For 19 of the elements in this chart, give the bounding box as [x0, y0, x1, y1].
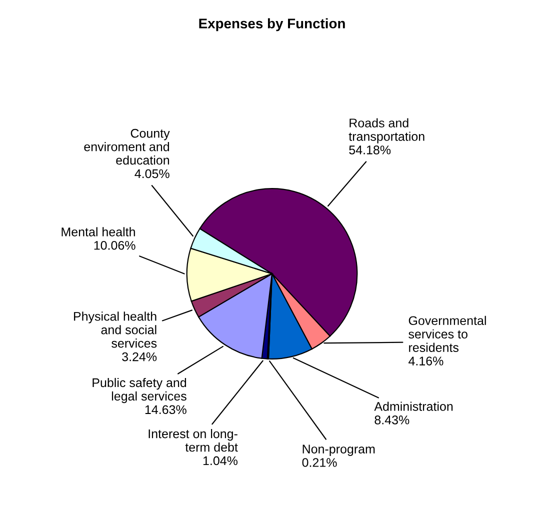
slice-label: Roads and transportation: [348, 118, 424, 144]
slice-label: Mental health: [62, 227, 135, 236]
chart-title: Expenses by Function: [199, 18, 345, 32]
slice-label: Administration: [374, 402, 453, 411]
data-label: 10.06%: [94, 240, 136, 250]
slice-label: Non-program: [302, 444, 375, 456]
data-label: 1.04%: [203, 456, 238, 466]
data-label: 8.43%: [374, 416, 410, 424]
data-label: 14.63%: [145, 405, 186, 414]
slice-label: County enviroment and education: [84, 128, 170, 165]
data-label: 3.24%: [122, 352, 157, 362]
data-label: 54.18%: [349, 146, 391, 154]
slice-label: Public safety and legal services: [92, 378, 186, 404]
slice-label: Physical health and social services: [74, 312, 157, 348]
slice-label: Interest on long- term debt: [148, 429, 238, 452]
data-label: 4.16%: [408, 356, 444, 366]
data-label: 4.05%: [134, 169, 170, 178]
slice-label: Governmental services to residents: [408, 316, 486, 352]
data-label: 0.21%: [302, 458, 337, 467]
